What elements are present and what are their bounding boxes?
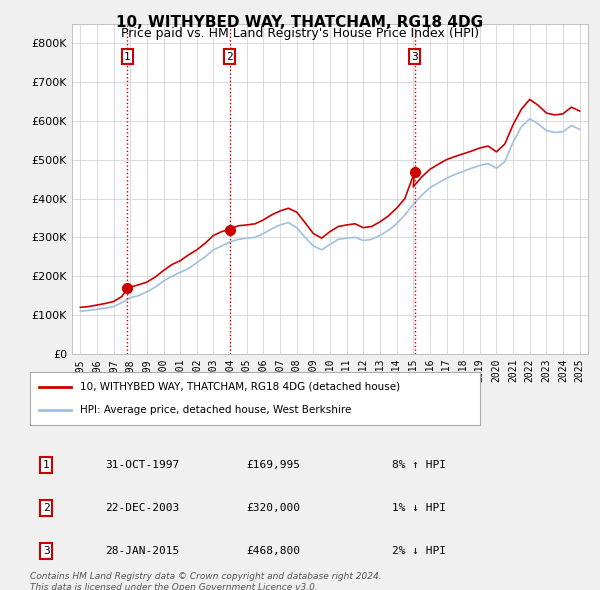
Text: 28-JAN-2015: 28-JAN-2015 <box>106 546 180 556</box>
Text: Price paid vs. HM Land Registry's House Price Index (HPI): Price paid vs. HM Land Registry's House … <box>121 27 479 40</box>
Text: £320,000: £320,000 <box>246 503 300 513</box>
Text: 2: 2 <box>43 503 50 513</box>
Text: 1: 1 <box>43 460 50 470</box>
Text: 3: 3 <box>43 546 50 556</box>
Text: 8% ↑ HPI: 8% ↑ HPI <box>392 460 446 470</box>
Text: 3: 3 <box>411 52 418 61</box>
Text: 1% ↓ HPI: 1% ↓ HPI <box>392 503 446 513</box>
Text: 1: 1 <box>124 52 131 61</box>
Text: 2: 2 <box>226 52 233 61</box>
Text: 10, WITHYBED WAY, THATCHAM, RG18 4DG (detached house): 10, WITHYBED WAY, THATCHAM, RG18 4DG (de… <box>79 382 400 392</box>
Text: Contains HM Land Registry data © Crown copyright and database right 2024.
This d: Contains HM Land Registry data © Crown c… <box>30 572 382 590</box>
Text: 31-OCT-1997: 31-OCT-1997 <box>106 460 180 470</box>
Text: £169,995: £169,995 <box>246 460 300 470</box>
Text: £468,800: £468,800 <box>246 546 300 556</box>
Text: HPI: Average price, detached house, West Berkshire: HPI: Average price, detached house, West… <box>79 405 351 415</box>
Text: 22-DEC-2003: 22-DEC-2003 <box>106 503 180 513</box>
Text: 10, WITHYBED WAY, THATCHAM, RG18 4DG: 10, WITHYBED WAY, THATCHAM, RG18 4DG <box>116 15 484 30</box>
Text: 2% ↓ HPI: 2% ↓ HPI <box>392 546 446 556</box>
